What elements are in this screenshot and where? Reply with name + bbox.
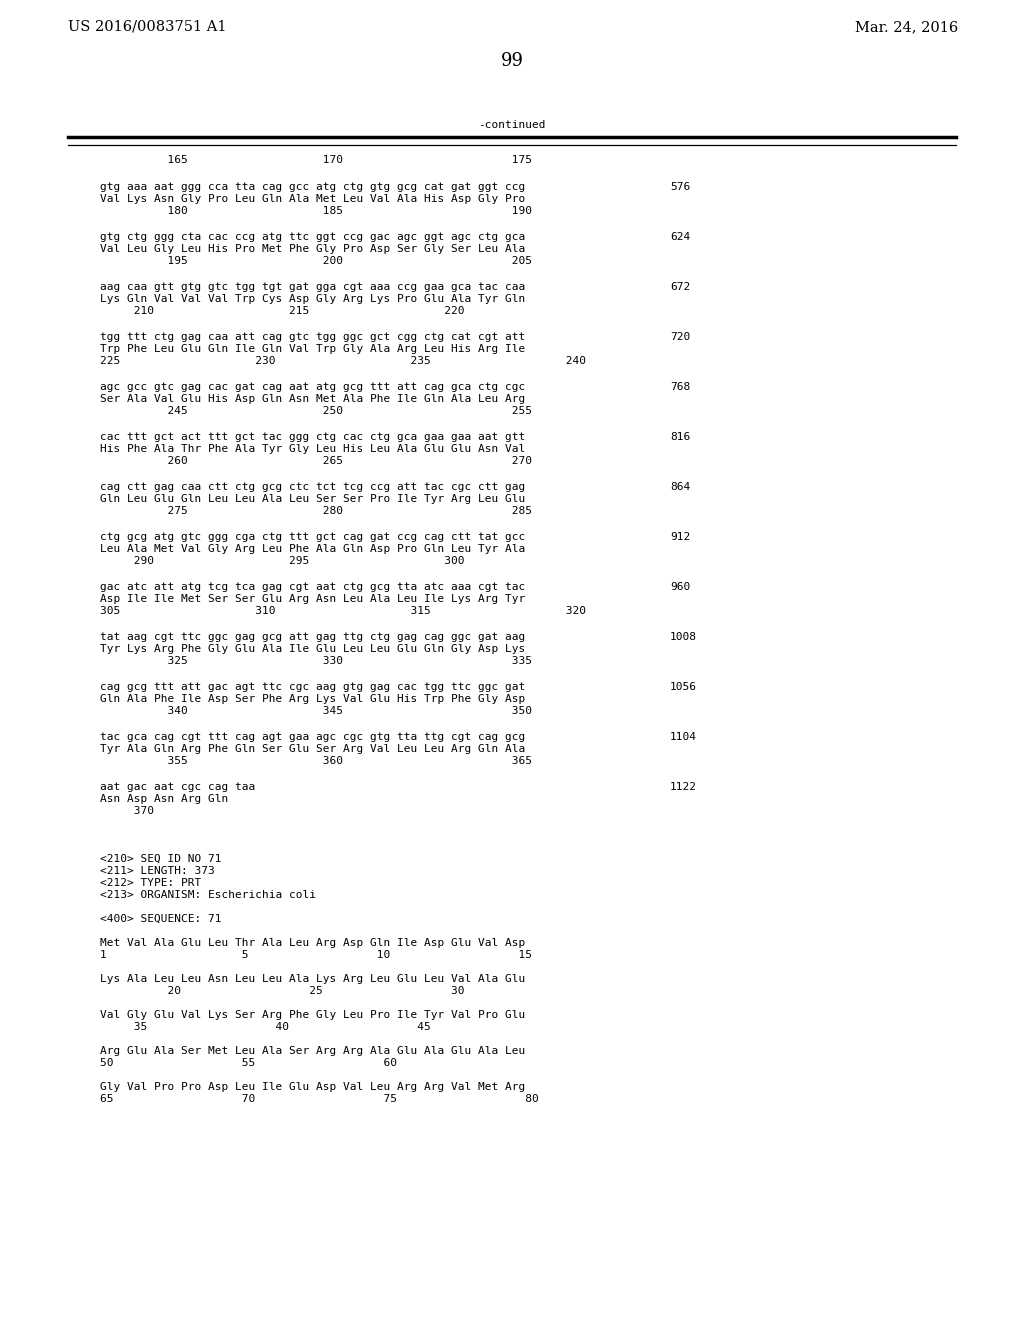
- Text: Asp Ile Ile Met Ser Ser Glu Arg Asn Leu Ala Leu Ile Lys Arg Tyr: Asp Ile Ile Met Ser Ser Glu Arg Asn Leu …: [100, 594, 525, 605]
- Text: Val Leu Gly Leu His Pro Met Phe Gly Pro Asp Ser Gly Ser Leu Ala: Val Leu Gly Leu His Pro Met Phe Gly Pro …: [100, 244, 525, 253]
- Text: 260                    265                         270: 260 265 270: [100, 455, 532, 466]
- Text: tgg ttt ctg gag caa att cag gtc tgg ggc gct cgg ctg cat cgt att: tgg ttt ctg gag caa att cag gtc tgg ggc …: [100, 333, 525, 342]
- Text: 290                    295                    300: 290 295 300: [100, 556, 465, 566]
- Text: 35                   40                   45: 35 40 45: [100, 1022, 431, 1032]
- Text: 180                    185                         190: 180 185 190: [100, 206, 532, 216]
- Text: <213> ORGANISM: Escherichia coli: <213> ORGANISM: Escherichia coli: [100, 890, 316, 900]
- Text: 1056: 1056: [670, 682, 697, 692]
- Text: 370: 370: [100, 807, 154, 816]
- Text: Tyr Lys Arg Phe Gly Glu Ala Ile Glu Leu Leu Glu Gln Gly Asp Lys: Tyr Lys Arg Phe Gly Glu Ala Ile Glu Leu …: [100, 644, 525, 653]
- Text: Trp Phe Leu Glu Gln Ile Gln Val Trp Gly Ala Arg Leu His Arg Ile: Trp Phe Leu Glu Gln Ile Gln Val Trp Gly …: [100, 345, 525, 354]
- Text: 1122: 1122: [670, 781, 697, 792]
- Text: <210> SEQ ID NO 71: <210> SEQ ID NO 71: [100, 854, 221, 865]
- Text: tat aag cgt ttc ggc gag gcg att gag ttg ctg gag cag ggc gat aag: tat aag cgt ttc ggc gag gcg att gag ttg …: [100, 632, 525, 642]
- Text: Gly Val Pro Pro Asp Leu Ile Glu Asp Val Leu Arg Arg Val Met Arg: Gly Val Pro Pro Asp Leu Ile Glu Asp Val …: [100, 1082, 525, 1092]
- Text: <212> TYPE: PRT: <212> TYPE: PRT: [100, 878, 202, 888]
- Text: 960: 960: [670, 582, 690, 591]
- Text: Lys Gln Val Val Val Trp Cys Asp Gly Arg Lys Pro Glu Ala Tyr Gln: Lys Gln Val Val Val Trp Cys Asp Gly Arg …: [100, 294, 525, 304]
- Text: <400> SEQUENCE: 71: <400> SEQUENCE: 71: [100, 913, 221, 924]
- Text: 355                    360                         365: 355 360 365: [100, 756, 532, 766]
- Text: tac gca cag cgt ttt cag agt gaa agc cgc gtg tta ttg cgt cag gcg: tac gca cag cgt ttt cag agt gaa agc cgc …: [100, 733, 525, 742]
- Text: agc gcc gtc gag cac gat cag aat atg gcg ttt att cag gca ctg cgc: agc gcc gtc gag cac gat cag aat atg gcg …: [100, 381, 525, 392]
- Text: gac atc att atg tcg tca gag cgt aat ctg gcg tta atc aaa cgt tac: gac atc att atg tcg tca gag cgt aat ctg …: [100, 582, 525, 591]
- Text: 165                    170                         175: 165 170 175: [100, 154, 532, 165]
- Text: 1008: 1008: [670, 632, 697, 642]
- Text: gtg aaa aat ggg cca tta cag gcc atg ctg gtg gcg cat gat ggt ccg: gtg aaa aat ggg cca tta cag gcc atg ctg …: [100, 182, 525, 191]
- Text: 672: 672: [670, 282, 690, 292]
- Text: 576: 576: [670, 182, 690, 191]
- Text: Val Lys Asn Gly Pro Leu Gln Ala Met Leu Val Ala His Asp Gly Pro: Val Lys Asn Gly Pro Leu Gln Ala Met Leu …: [100, 194, 525, 205]
- Text: ctg gcg atg gtc ggg cga ctg ttt gct cag gat ccg cag ctt tat gcc: ctg gcg atg gtc ggg cga ctg ttt gct cag …: [100, 532, 525, 543]
- Text: aag caa gtt gtg gtc tgg tgt gat gga cgt aaa ccg gaa gca tac caa: aag caa gtt gtg gtc tgg tgt gat gga cgt …: [100, 282, 525, 292]
- Text: Asn Asp Asn Arg Gln: Asn Asp Asn Arg Gln: [100, 795, 228, 804]
- Text: His Phe Ala Thr Phe Ala Tyr Gly Leu His Leu Ala Glu Glu Asn Val: His Phe Ala Thr Phe Ala Tyr Gly Leu His …: [100, 444, 525, 454]
- Text: 816: 816: [670, 432, 690, 442]
- Text: 1                    5                   10                   15: 1 5 10 15: [100, 950, 532, 960]
- Text: Arg Glu Ala Ser Met Leu Ala Ser Arg Arg Ala Glu Ala Glu Ala Leu: Arg Glu Ala Ser Met Leu Ala Ser Arg Arg …: [100, 1045, 525, 1056]
- Text: 1104: 1104: [670, 733, 697, 742]
- Text: cac ttt gct act ttt gct tac ggg ctg cac ctg gca gaa gaa aat gtt: cac ttt gct act ttt gct tac ggg ctg cac …: [100, 432, 525, 442]
- Text: Lys Ala Leu Leu Asn Leu Leu Ala Lys Arg Leu Glu Leu Val Ala Glu: Lys Ala Leu Leu Asn Leu Leu Ala Lys Arg …: [100, 974, 525, 983]
- Text: 245                    250                         255: 245 250 255: [100, 407, 532, 416]
- Text: Leu Ala Met Val Gly Arg Leu Phe Ala Gln Asp Pro Gln Leu Tyr Ala: Leu Ala Met Val Gly Arg Leu Phe Ala Gln …: [100, 544, 525, 554]
- Text: Tyr Ala Gln Arg Phe Gln Ser Glu Ser Arg Val Leu Leu Arg Gln Ala: Tyr Ala Gln Arg Phe Gln Ser Glu Ser Arg …: [100, 744, 525, 754]
- Text: 195                    200                         205: 195 200 205: [100, 256, 532, 267]
- Text: 864: 864: [670, 482, 690, 492]
- Text: gtg ctg ggg cta cac ccg atg ttc ggt ccg gac agc ggt agc ctg gca: gtg ctg ggg cta cac ccg atg ttc ggt ccg …: [100, 232, 525, 242]
- Text: <211> LENGTH: 373: <211> LENGTH: 373: [100, 866, 215, 876]
- Text: 50                   55                   60: 50 55 60: [100, 1059, 397, 1068]
- Text: 99: 99: [501, 51, 523, 70]
- Text: 340                    345                         350: 340 345 350: [100, 706, 532, 715]
- Text: aat gac aat cgc cag taa: aat gac aat cgc cag taa: [100, 781, 255, 792]
- Text: 210                    215                    220: 210 215 220: [100, 306, 465, 315]
- Text: 912: 912: [670, 532, 690, 543]
- Text: 275                    280                         285: 275 280 285: [100, 506, 532, 516]
- Text: 325                    330                         335: 325 330 335: [100, 656, 532, 667]
- Text: 768: 768: [670, 381, 690, 392]
- Text: Gln Leu Glu Gln Leu Leu Ala Leu Ser Ser Pro Ile Tyr Arg Leu Glu: Gln Leu Glu Gln Leu Leu Ala Leu Ser Ser …: [100, 494, 525, 504]
- Text: 624: 624: [670, 232, 690, 242]
- Text: US 2016/0083751 A1: US 2016/0083751 A1: [68, 20, 226, 34]
- Text: -continued: -continued: [478, 120, 546, 129]
- Text: Gln Ala Phe Ile Asp Ser Phe Arg Lys Val Glu His Trp Phe Gly Asp: Gln Ala Phe Ile Asp Ser Phe Arg Lys Val …: [100, 694, 525, 704]
- Text: Ser Ala Val Glu His Asp Gln Asn Met Ala Phe Ile Gln Ala Leu Arg: Ser Ala Val Glu His Asp Gln Asn Met Ala …: [100, 393, 525, 404]
- Text: 720: 720: [670, 333, 690, 342]
- Text: 305                    310                    315                    320: 305 310 315 320: [100, 606, 586, 616]
- Text: 225                    230                    235                    240: 225 230 235 240: [100, 356, 586, 366]
- Text: Val Gly Glu Val Lys Ser Arg Phe Gly Leu Pro Ile Tyr Val Pro Glu: Val Gly Glu Val Lys Ser Arg Phe Gly Leu …: [100, 1010, 525, 1020]
- Text: cag gcg ttt att gac agt ttc cgc aag gtg gag cac tgg ttc ggc gat: cag gcg ttt att gac agt ttc cgc aag gtg …: [100, 682, 525, 692]
- Text: 20                   25                   30: 20 25 30: [100, 986, 465, 997]
- Text: Mar. 24, 2016: Mar. 24, 2016: [855, 20, 958, 34]
- Text: 65                   70                   75                   80: 65 70 75 80: [100, 1094, 539, 1104]
- Text: cag ctt gag caa ctt ctg gcg ctc tct tcg ccg att tac cgc ctt gag: cag ctt gag caa ctt ctg gcg ctc tct tcg …: [100, 482, 525, 492]
- Text: Met Val Ala Glu Leu Thr Ala Leu Arg Asp Gln Ile Asp Glu Val Asp: Met Val Ala Glu Leu Thr Ala Leu Arg Asp …: [100, 939, 525, 948]
